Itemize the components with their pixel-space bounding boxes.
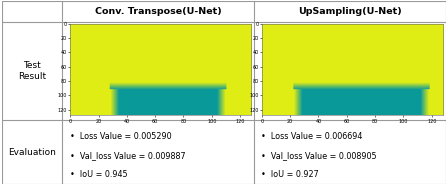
- Text: Conv. Transpose(U-Net): Conv. Transpose(U-Net): [95, 7, 221, 16]
- Text: •  Val_loss Value = 0.009887: • Val_loss Value = 0.009887: [70, 151, 185, 160]
- Text: UpSampling(U-Net): UpSampling(U-Net): [298, 7, 401, 16]
- Text: •  IoU = 0.927: • IoU = 0.927: [261, 170, 319, 179]
- Text: Test
Result: Test Result: [18, 61, 46, 81]
- Text: •  Val_loss Value = 0.008905: • Val_loss Value = 0.008905: [261, 151, 377, 160]
- Text: •  Loss Value = 0.005290: • Loss Value = 0.005290: [70, 132, 172, 141]
- Text: Evaluation: Evaluation: [8, 147, 56, 157]
- Text: •  Loss Value = 0.006694: • Loss Value = 0.006694: [261, 132, 363, 141]
- Text: •  IoU = 0.945: • IoU = 0.945: [70, 170, 127, 179]
